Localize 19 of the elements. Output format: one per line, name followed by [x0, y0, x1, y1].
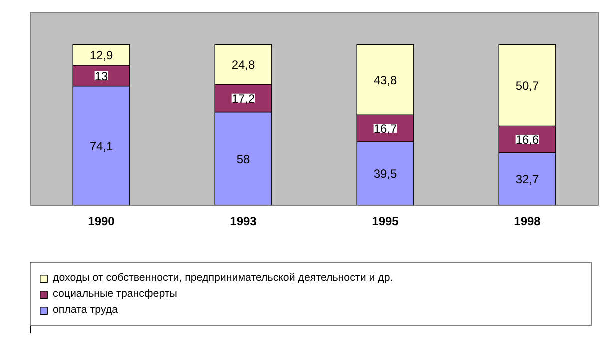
data-label: 74,1 — [90, 139, 114, 154]
legend-label: социальные трансферты — [53, 287, 178, 301]
x-tick-label: 1998 — [514, 214, 542, 228]
data-label: 50,7 — [516, 78, 540, 93]
x-tick-label: 1993 — [230, 214, 258, 228]
legend-label: оплата труда — [53, 303, 120, 317]
data-label: 24,8 — [232, 58, 256, 72]
data-label: 16,6 — [516, 133, 540, 148]
x-tick-label: 1995 — [372, 214, 400, 228]
data-label: 58 — [236, 152, 250, 166]
data-label: 32,7 — [516, 172, 540, 187]
legend-label: доходы от собственности, предпринимательской деятельности и др. — [53, 271, 394, 285]
data-label: 12,9 — [90, 48, 114, 63]
data-label: 13 — [94, 69, 108, 84]
data-label: 16,7 — [374, 122, 398, 136]
x-tick-label: 1990 — [88, 214, 116, 228]
data-label: 39,5 — [374, 167, 398, 182]
data-label: 43,8 — [374, 73, 398, 88]
data-label: 17,2 — [232, 92, 256, 106]
